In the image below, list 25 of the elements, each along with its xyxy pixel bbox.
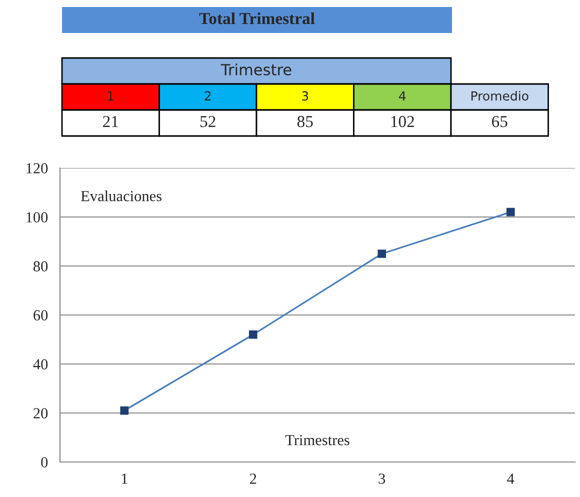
text: 52	[200, 116, 216, 128]
x-tick-label: 3	[378, 474, 386, 484]
category-label: 3	[302, 91, 308, 101]
x-tick-label: 2	[250, 474, 256, 484]
y-tick-label: 20	[34, 408, 48, 418]
text: Promedio	[471, 90, 528, 101]
x-tick-label: 1	[122, 474, 128, 484]
y-tick-label: 0	[41, 457, 48, 468]
category-label: 1	[108, 91, 114, 100]
text: 102	[391, 116, 414, 128]
text: 21	[103, 116, 118, 128]
category-label: 2	[204, 91, 211, 100]
y-tick-label: 60	[34, 310, 48, 320]
category-label: 4	[399, 91, 406, 100]
y-tick-label: 80	[34, 261, 48, 272]
text: Trimestre	[220, 64, 292, 76]
text: 85	[297, 116, 313, 128]
chart-title: Total Trimestral	[199, 12, 315, 24]
x-tick-label: 4	[507, 474, 514, 484]
y-tick-label: 100	[26, 212, 48, 222]
y-axis-title: Evaluaciones	[81, 190, 162, 202]
x-axis-title: Trimestres	[285, 434, 350, 446]
text: 65	[492, 116, 508, 128]
y-tick-label: 120	[26, 163, 48, 174]
y-tick-label: 40	[33, 359, 48, 370]
